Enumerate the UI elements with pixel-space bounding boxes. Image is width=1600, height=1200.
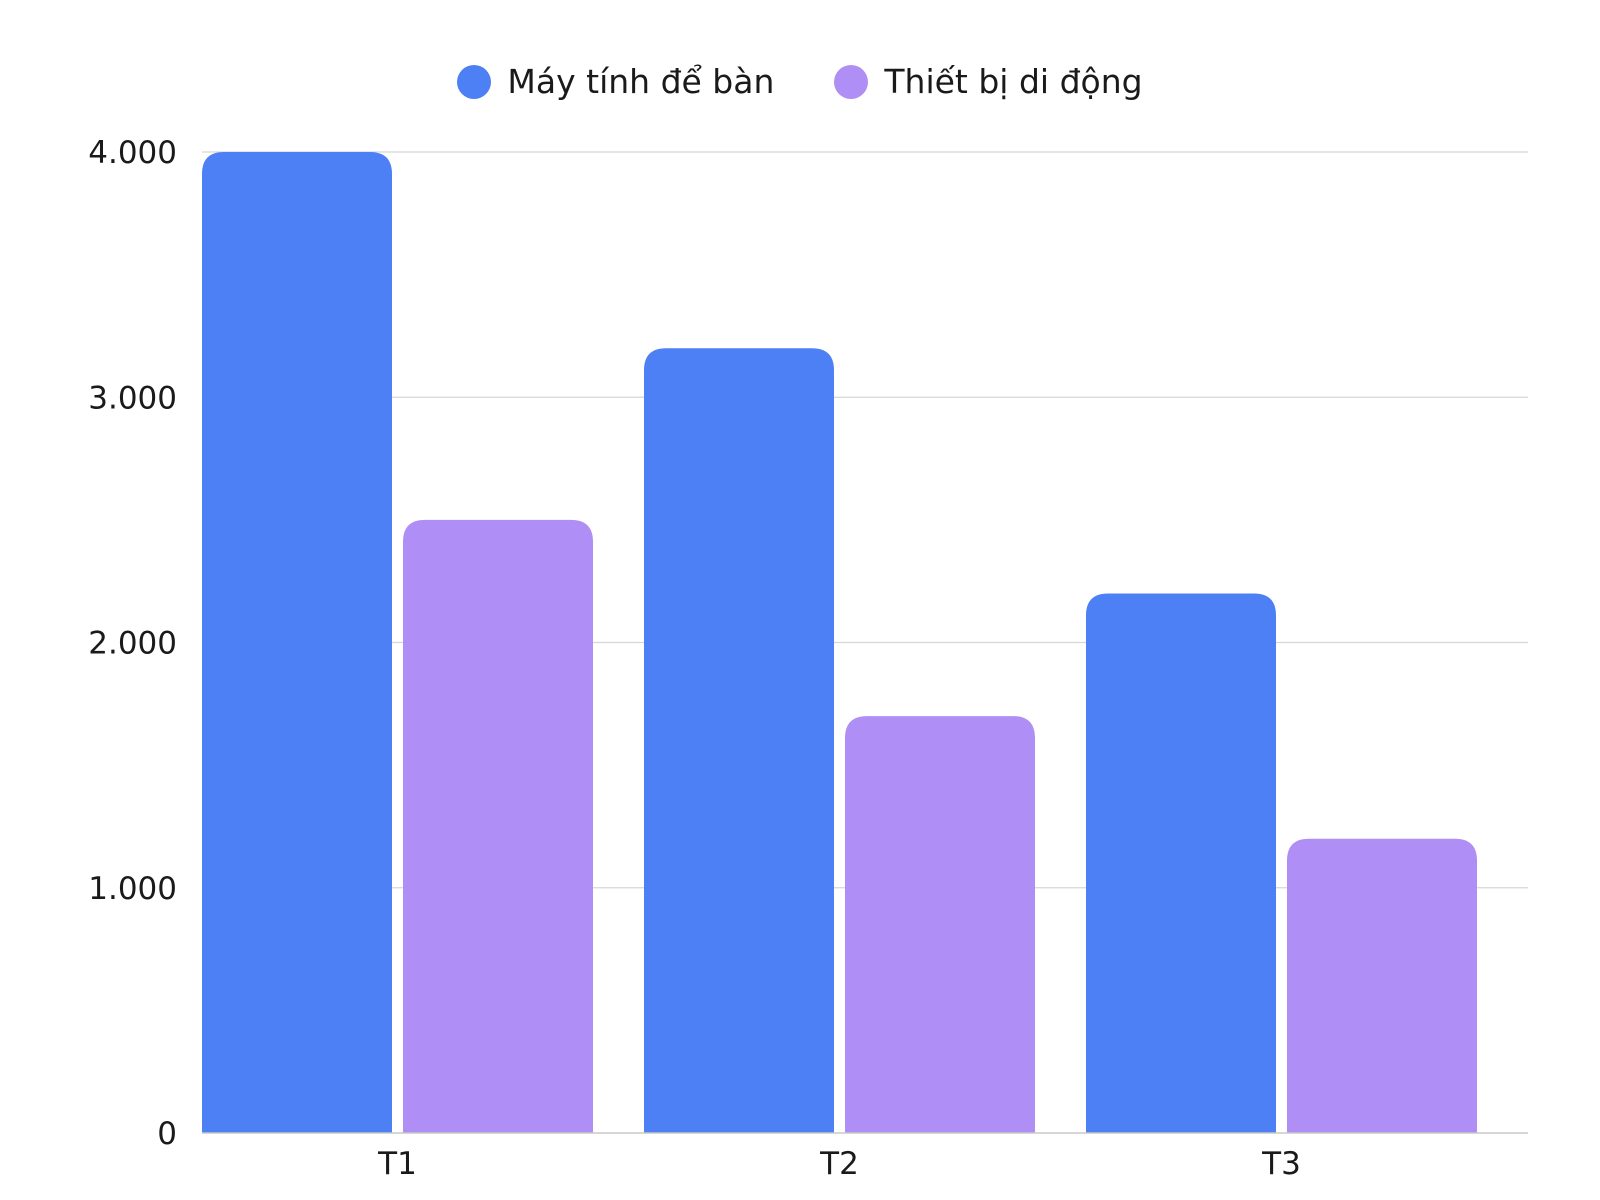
- axes: 0 1.000 2.000 3.000 4.000 T1 T2 T3: [88, 135, 1528, 1182]
- bar-t1-series-0: [202, 152, 392, 1133]
- legend-swatch-mobile: [834, 64, 869, 99]
- bar-t3-series-1: [1287, 838, 1477, 1133]
- legend-label-desktop: Máy tính để bàn: [507, 62, 775, 101]
- bar-t3-series-0: [1086, 593, 1276, 1133]
- y-tick-label-1: 1.000: [88, 871, 177, 907]
- y-tick-label-4: 4.000: [88, 135, 177, 171]
- x-tick-label-1: T2: [819, 1146, 859, 1182]
- y-tick-label-2: 2.000: [88, 626, 177, 662]
- legend-swatch-desktop: [457, 64, 492, 99]
- bar-t2-series-0: [644, 348, 834, 1133]
- legend: Máy tính để bàn Thiết bị di động: [0, 62, 1600, 101]
- y-tick-label-0: 0: [157, 1116, 177, 1152]
- x-tick-label-2: T3: [1261, 1146, 1301, 1182]
- legend-item-desktop: Máy tính để bàn: [457, 62, 774, 101]
- bar-t2-series-1: [845, 716, 1035, 1133]
- y-tick-label-3: 3.000: [88, 380, 177, 416]
- legend-item-mobile: Thiết bị di động: [834, 62, 1143, 101]
- x-tick-label-0: T1: [377, 1146, 417, 1182]
- bars: [202, 152, 1477, 1133]
- bar-t1-series-1: [403, 519, 593, 1133]
- legend-label-mobile: Thiết bị di động: [884, 62, 1143, 101]
